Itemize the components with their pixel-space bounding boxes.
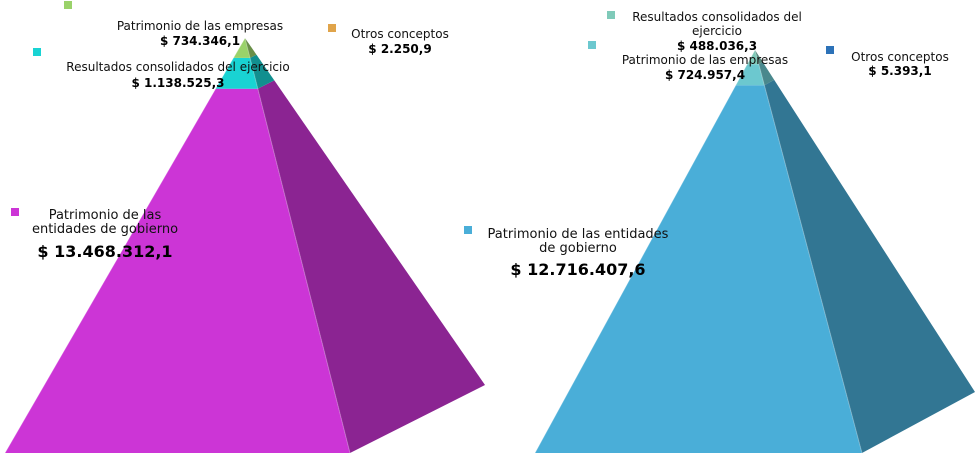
value-label: $ 488.036,3	[676, 39, 758, 53]
legend-swatch	[328, 24, 336, 32]
category-label: Patrimonio de las entidades de gobierno	[31, 208, 179, 237]
legend-swatch	[464, 226, 472, 234]
value-label: $ 2.250,9	[368, 42, 432, 56]
category-label: Resultados consolidados del ejercicio	[632, 10, 802, 38]
legend-swatch	[826, 46, 834, 54]
pyramid-segment-front	[735, 64, 765, 86]
legend-swatch	[33, 48, 41, 56]
pyramid-segment-front	[5, 88, 350, 453]
pyramid-edge	[4, 36, 351, 453]
pyramid-segment-side	[755, 50, 763, 65]
legend-swatch	[607, 11, 615, 19]
pyramid-segment-side	[250, 54, 275, 89]
pyramid-segment-front	[215, 57, 258, 89]
value-label: $ 724.957,4	[664, 68, 746, 82]
pyramid-edge	[534, 48, 863, 453]
category-label: Patrimonio de las entidades de gobierno	[487, 227, 669, 256]
pyramid-segment-side	[764, 79, 975, 453]
legend-swatch	[588, 41, 596, 49]
pyramid-segment-side	[257, 80, 485, 453]
category-label: Otros conceptos	[351, 27, 449, 41]
pyramid-segment-side	[245, 38, 257, 58]
category-label: Patrimonio de las empresas	[116, 19, 284, 33]
value-label: $ 734.346,1	[159, 34, 241, 48]
pyramid-segment-side	[758, 62, 775, 86]
legend-swatch	[11, 208, 19, 216]
legend-swatch	[64, 1, 72, 9]
category-label: Otros conceptos	[851, 50, 949, 64]
value-label: $ 5.393,1	[868, 64, 932, 78]
pyramid-segment-front	[233, 38, 250, 58]
value-label: $ 13.468.312,1	[37, 242, 173, 261]
category-label: Patrimonio de las empresas	[621, 53, 789, 67]
category-label: Resultados consolidados del ejercicio	[66, 60, 290, 74]
pyramid-segment-front	[535, 85, 862, 453]
value-label: $ 1.138.525,3	[131, 76, 225, 90]
value-label: $ 12.716.407,6	[510, 260, 646, 279]
pyramid-segment-front	[747, 50, 759, 65]
